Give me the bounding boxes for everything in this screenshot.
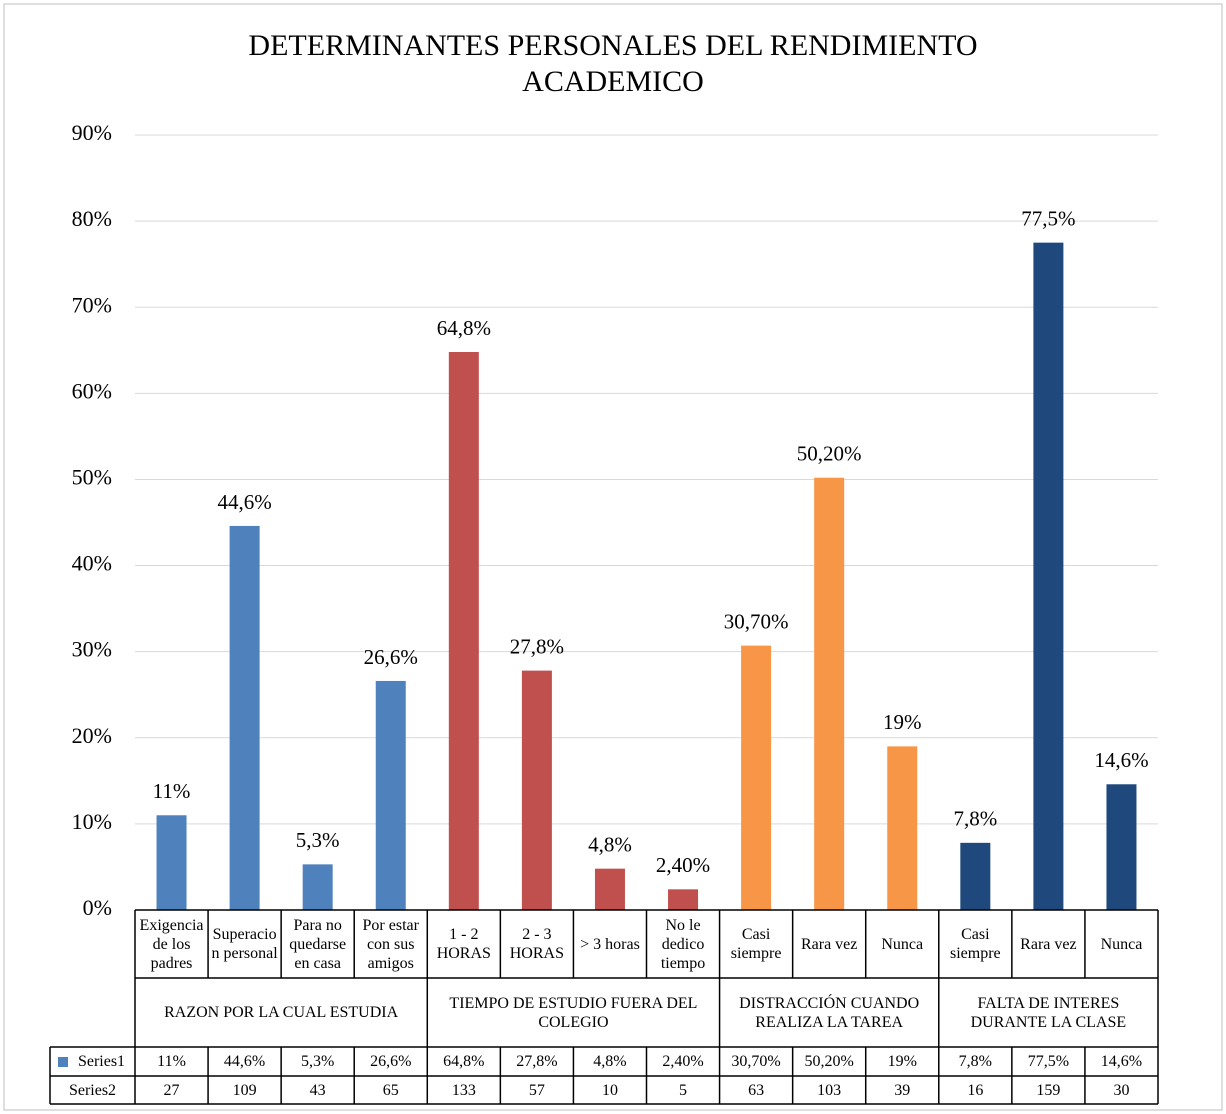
table-value: 4,8% <box>593 1053 627 1070</box>
table-value: 30 <box>1113 1081 1130 1099</box>
table-value: 63 <box>748 1081 765 1099</box>
bar <box>887 746 918 910</box>
bar <box>1106 784 1137 910</box>
y-tick-label: 40% <box>72 551 112 576</box>
data-label: 64,8% <box>437 316 491 340</box>
y-tick-label: 80% <box>72 206 112 231</box>
table-value: 103 <box>817 1081 842 1099</box>
data-label: 5,3% <box>296 828 340 852</box>
bar <box>814 477 845 910</box>
data-label: 19% <box>883 710 922 734</box>
y-tick-label: 20% <box>72 723 112 748</box>
data-label: 4,8% <box>588 832 632 856</box>
bar <box>1033 242 1064 910</box>
data-label: 7,8% <box>953 807 997 831</box>
data-label: 14,6% <box>1094 748 1148 772</box>
table-value: 27 <box>163 1081 180 1099</box>
table-value: 19% <box>887 1053 917 1070</box>
y-tick-label: 70% <box>72 292 112 317</box>
category-label: Rara vez <box>800 935 858 953</box>
table-value: 5,3% <box>301 1053 335 1070</box>
group-label: RAZON POR LA CUAL ESTUDIA <box>164 1004 399 1021</box>
bar <box>594 868 625 910</box>
table-value: 39 <box>894 1081 911 1099</box>
data-label: 27,8% <box>510 634 564 658</box>
y-tick-label: 30% <box>72 637 112 662</box>
table-value: 77,5% <box>1027 1053 1070 1070</box>
category-label: Superacion personal <box>211 926 278 962</box>
bar <box>302 864 333 910</box>
group-label: FALTA DE INTERES DURANTE LA CLASE <box>970 994 1127 1031</box>
table-value: 43 <box>309 1081 326 1099</box>
group-label: DISTRACCIÓN CUANDO REALIZA LA TAREA <box>739 994 920 1031</box>
y-tick-label: 10% <box>72 809 112 834</box>
category-label: > 3 horas <box>580 935 640 953</box>
table-value: 7,8% <box>958 1053 992 1070</box>
table-value: 10 <box>601 1081 618 1099</box>
legend-label: Series2 <box>68 1081 117 1099</box>
table-value: 44,6% <box>223 1053 266 1070</box>
table-value: 159 <box>1036 1081 1061 1099</box>
bar <box>375 680 406 910</box>
y-tick-label: 0% <box>83 895 112 920</box>
data-label: 44,6% <box>217 490 271 514</box>
table-value: 11% <box>157 1053 186 1070</box>
table-value: 27,8% <box>516 1053 558 1070</box>
table-value: 30,70% <box>731 1053 781 1070</box>
data-label: 11% <box>153 779 191 803</box>
chart-title: DETERMINANTES PERSONALES DEL RENDIMIENTO <box>248 29 977 62</box>
legend-label: Series1 <box>77 1053 126 1070</box>
category-label: Casi siempre <box>949 926 1001 962</box>
category-label: Casi siempre <box>730 926 782 962</box>
category-label: No le dedico tiempo <box>660 916 706 972</box>
bar <box>521 670 552 910</box>
bar <box>448 352 479 910</box>
category-label: Rara vez <box>1020 935 1077 953</box>
table-value: 14,6% <box>1100 1053 1143 1070</box>
table-value: 133 <box>451 1081 476 1099</box>
table-value: 64,8% <box>443 1053 485 1070</box>
y-tick-label: 50% <box>72 464 112 489</box>
category-label: Nunca <box>1100 935 1143 953</box>
legend-swatch <box>58 1057 68 1067</box>
bar <box>156 815 187 910</box>
table-value: 50,20% <box>804 1053 854 1070</box>
data-label: 77,5% <box>1021 206 1075 230</box>
data-label: 30,70% <box>724 609 789 633</box>
data-label: 26,6% <box>364 645 418 669</box>
bar <box>229 525 260 910</box>
bar <box>960 842 991 910</box>
table-value: 65 <box>382 1081 399 1099</box>
bar <box>741 645 772 910</box>
y-tick-label: 60% <box>72 378 112 403</box>
table-value: 16 <box>967 1081 984 1099</box>
table-value: 5 <box>679 1081 688 1099</box>
category-label: Exigencia de los padres <box>139 916 204 972</box>
data-label: 2,40% <box>656 853 710 877</box>
category-label: Por estar con sus amigos <box>362 916 419 972</box>
category-label: Nunca <box>881 935 924 953</box>
bar <box>668 889 699 910</box>
chart-border <box>3 3 1223 1111</box>
table-value: 109 <box>232 1081 257 1099</box>
group-label: TIEMPO DE ESTUDIO FUERA DEL COLEGIO <box>449 994 698 1031</box>
table-value: 2,40% <box>662 1053 704 1070</box>
category-label: 2 - 3 HORAS <box>509 926 564 962</box>
table-value: 26,6% <box>370 1053 412 1070</box>
table-value: 57 <box>528 1081 545 1099</box>
chart-title: ACADEMICO <box>522 65 704 98</box>
category-label: 1 - 2 HORAS <box>436 926 491 962</box>
category-label: Para no quedarse en casa <box>289 916 347 972</box>
data-label: 50,20% <box>797 442 862 466</box>
y-tick-label: 90% <box>72 120 112 145</box>
